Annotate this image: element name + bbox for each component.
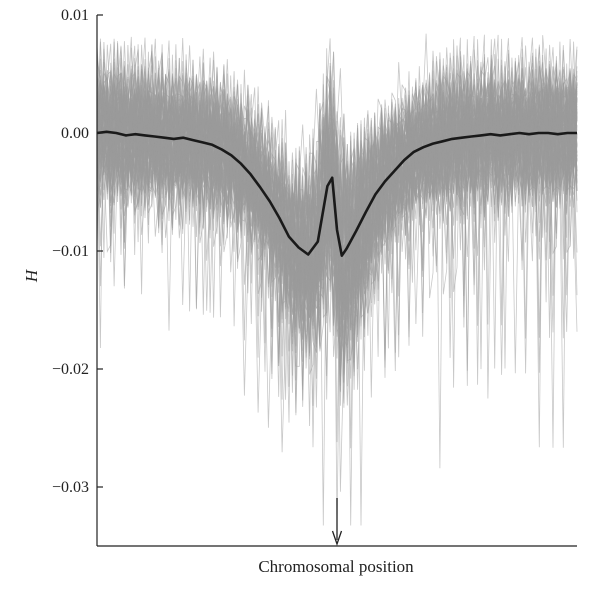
replicate-line xyxy=(96,59,578,360)
mean-line xyxy=(96,130,577,257)
y-tick-label: 0.01 xyxy=(61,7,89,24)
axes xyxy=(96,15,577,547)
x-axis-label: Chromosomal position xyxy=(258,557,414,576)
replicate-line xyxy=(96,53,578,427)
mean-line-layer xyxy=(96,130,577,257)
annotations xyxy=(331,498,343,546)
y-tick-label: 0.00 xyxy=(61,125,89,142)
replicate-line xyxy=(96,34,578,373)
y-tick-label: −0.03 xyxy=(52,479,89,496)
y-tick-label: −0.01 xyxy=(52,243,89,260)
replicate-lines xyxy=(96,33,578,526)
y-axis-label: H xyxy=(22,268,41,283)
y-ticks: 0.01 0.00 −0.01 −0.02 −0.03 xyxy=(52,7,103,496)
arrow-head xyxy=(331,530,343,546)
y-tick-label: −0.02 xyxy=(52,361,89,378)
